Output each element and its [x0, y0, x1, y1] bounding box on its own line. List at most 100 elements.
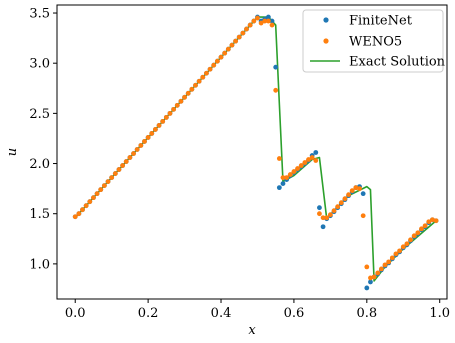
weno5-point — [105, 179, 111, 185]
weno5-point — [207, 66, 213, 72]
weno5-point — [240, 30, 246, 36]
plot-area — [72, 14, 439, 291]
weno5-point — [163, 114, 169, 120]
legend: FiniteNet WENO5 Exact Solution — [302, 9, 446, 73]
weno5-point — [134, 147, 140, 152]
legend-entry-finitenet: FiniteNet — [323, 14, 413, 29]
weno5-point — [138, 143, 144, 148]
weno5-point — [123, 159, 129, 164]
weno5-point — [342, 196, 348, 202]
x-axis-ticks: 0.0 0.2 0.4 0.6 0.8 1.0 — [65, 299, 450, 321]
weno5-point — [327, 212, 333, 218]
weno5-point — [360, 213, 366, 219]
y-axis-ticks: 1.0 1.5 2.0 2.5 3.0 3.5 — [29, 7, 57, 272]
finitenet-point — [368, 279, 373, 285]
weno5-points — [72, 15, 439, 281]
weno5-point — [309, 155, 315, 160]
weno5-point — [368, 275, 373, 281]
weno5-point — [393, 251, 399, 257]
weno5-point — [422, 223, 428, 229]
weno5-point — [178, 98, 184, 104]
weno5-point — [160, 119, 166, 124]
weno5-point — [91, 195, 96, 201]
x-tick-label: 0.0 — [65, 306, 86, 321]
x-tick-label: 1.0 — [429, 306, 450, 321]
weno5-point — [298, 163, 304, 168]
weno5-point — [324, 215, 330, 221]
weno5-point — [397, 248, 403, 254]
weno5-point — [94, 191, 100, 197]
weno5-point — [255, 15, 260, 21]
y-tick-label: 1.0 — [29, 257, 50, 272]
finitenet-point — [280, 181, 286, 187]
weno5-point — [426, 219, 432, 225]
weno5-point — [200, 74, 206, 80]
weno5-point — [247, 22, 253, 28]
weno5-point — [371, 274, 377, 280]
weno5-point — [349, 188, 355, 194]
legend-label-finitenet: FiniteNet — [349, 14, 413, 29]
finitenet-point — [317, 205, 322, 211]
weno5-point — [433, 218, 439, 224]
weno5-point — [400, 244, 406, 250]
weno5-point — [320, 215, 326, 221]
weno5-point — [364, 264, 370, 270]
weno5-point — [404, 241, 410, 247]
weno5-point — [244, 26, 249, 32]
weno5-point — [174, 102, 180, 108]
weno5-point — [218, 54, 224, 60]
y-tick-label: 3.0 — [29, 57, 50, 72]
weno5-point — [302, 160, 308, 165]
weno5-point — [167, 110, 173, 116]
finitenet-point — [364, 285, 370, 291]
weno5-point — [229, 42, 235, 48]
weno5-point — [335, 204, 341, 210]
weno5-point — [419, 226, 424, 232]
weno5-point — [193, 82, 198, 88]
point-series-group — [72, 14, 439, 291]
weno5-point — [408, 237, 413, 243]
weno5-point — [196, 78, 202, 84]
legend-marker-weno5 — [323, 38, 329, 44]
x-tick-label: 0.6 — [284, 306, 305, 321]
weno5-point — [411, 233, 417, 239]
weno5-point — [149, 131, 155, 136]
finitenet-point — [360, 191, 366, 197]
weno5-point — [120, 163, 126, 168]
y-axis-label: u — [5, 148, 20, 156]
weno5-point — [273, 87, 279, 93]
weno5-point — [101, 183, 107, 189]
weno5-point — [211, 62, 217, 68]
weno5-point — [338, 200, 344, 206]
weno5-point — [386, 259, 392, 265]
x-tick-label: 0.4 — [211, 306, 232, 321]
weno5-point — [189, 86, 195, 92]
weno5-point — [389, 255, 395, 261]
finitenet-point — [320, 224, 326, 230]
weno5-point — [317, 211, 322, 217]
x-axis-label: x — [248, 323, 256, 338]
weno5-point — [236, 34, 242, 40]
finitenet-point — [276, 185, 282, 191]
weno5-point — [116, 167, 122, 172]
weno5-point — [306, 157, 311, 162]
weno5-point — [225, 46, 231, 52]
weno5-point — [378, 266, 384, 272]
finitenet-point — [266, 14, 271, 20]
weno5-point — [83, 203, 89, 209]
weno5-point — [156, 123, 162, 128]
legend-entry-weno5: WENO5 — [323, 35, 402, 50]
finitenet-point — [273, 64, 279, 70]
weno5-point — [346, 192, 351, 198]
weno5-point — [331, 208, 337, 214]
y-tick-label: 2.5 — [29, 107, 50, 122]
weno5-point — [375, 270, 381, 276]
x-tick-label: 0.8 — [356, 306, 377, 321]
weno5-point — [80, 207, 85, 213]
legend-box — [302, 9, 444, 73]
weno5-point — [266, 18, 271, 24]
weno5-point — [262, 18, 268, 24]
weno5-point — [276, 156, 282, 161]
weno5-point — [353, 185, 359, 191]
weno5-point — [258, 20, 264, 26]
